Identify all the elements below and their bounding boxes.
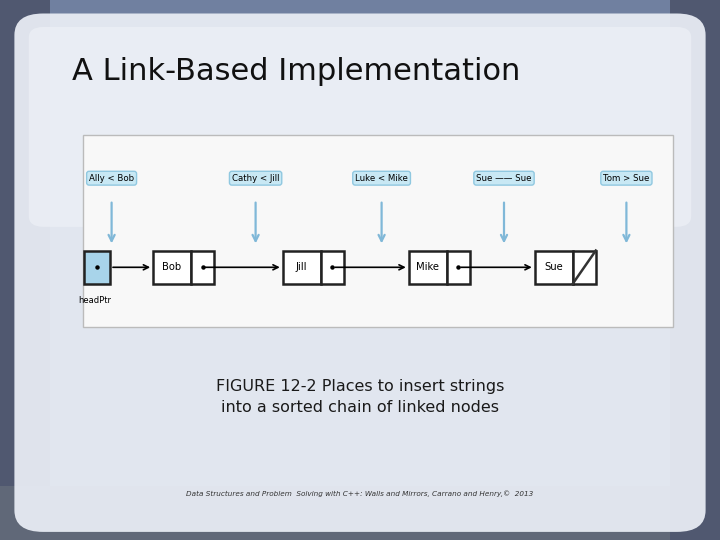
Bar (191, 251, 215, 284)
Bar (320, 251, 344, 284)
Bar (50, 0, 670, 486)
FancyBboxPatch shape (29, 27, 691, 227)
Bar (572, 251, 596, 284)
Text: Mike: Mike (416, 262, 439, 272)
Text: headPtr: headPtr (78, 296, 111, 305)
Bar (0, 0, 720, 135)
Bar (670, 0, 720, 540)
Text: Bob: Bob (163, 262, 181, 272)
Text: into a sorted chain of linked nodes: into a sorted chain of linked nodes (221, 400, 499, 415)
Bar (409, 251, 446, 284)
Text: Cathy < Jill: Cathy < Jill (232, 174, 279, 183)
Text: Sue —— Sue: Sue —— Sue (476, 174, 532, 183)
FancyBboxPatch shape (14, 14, 706, 532)
Text: Data Structures and Problem  Solving with C++: Walls and Mirrors, Carrano and He: Data Structures and Problem Solving with… (186, 491, 534, 497)
Text: Sue: Sue (544, 262, 563, 272)
Bar (0, 486, 720, 540)
Bar (83, 135, 673, 327)
Bar (446, 251, 469, 284)
Bar (84, 251, 110, 284)
Text: Tom > Sue: Tom > Sue (603, 174, 649, 183)
Bar (534, 251, 572, 284)
Text: FIGURE 12-2 Places to insert strings: FIGURE 12-2 Places to insert strings (216, 379, 504, 394)
Bar (0, 0, 50, 540)
Bar (153, 251, 191, 284)
Text: Luke < Mike: Luke < Mike (355, 174, 408, 183)
Text: A Link-Based Implementation: A Link-Based Implementation (72, 57, 521, 86)
Text: Jill: Jill (296, 262, 307, 272)
Bar (283, 251, 320, 284)
Text: Ally < Bob: Ally < Bob (89, 174, 134, 183)
